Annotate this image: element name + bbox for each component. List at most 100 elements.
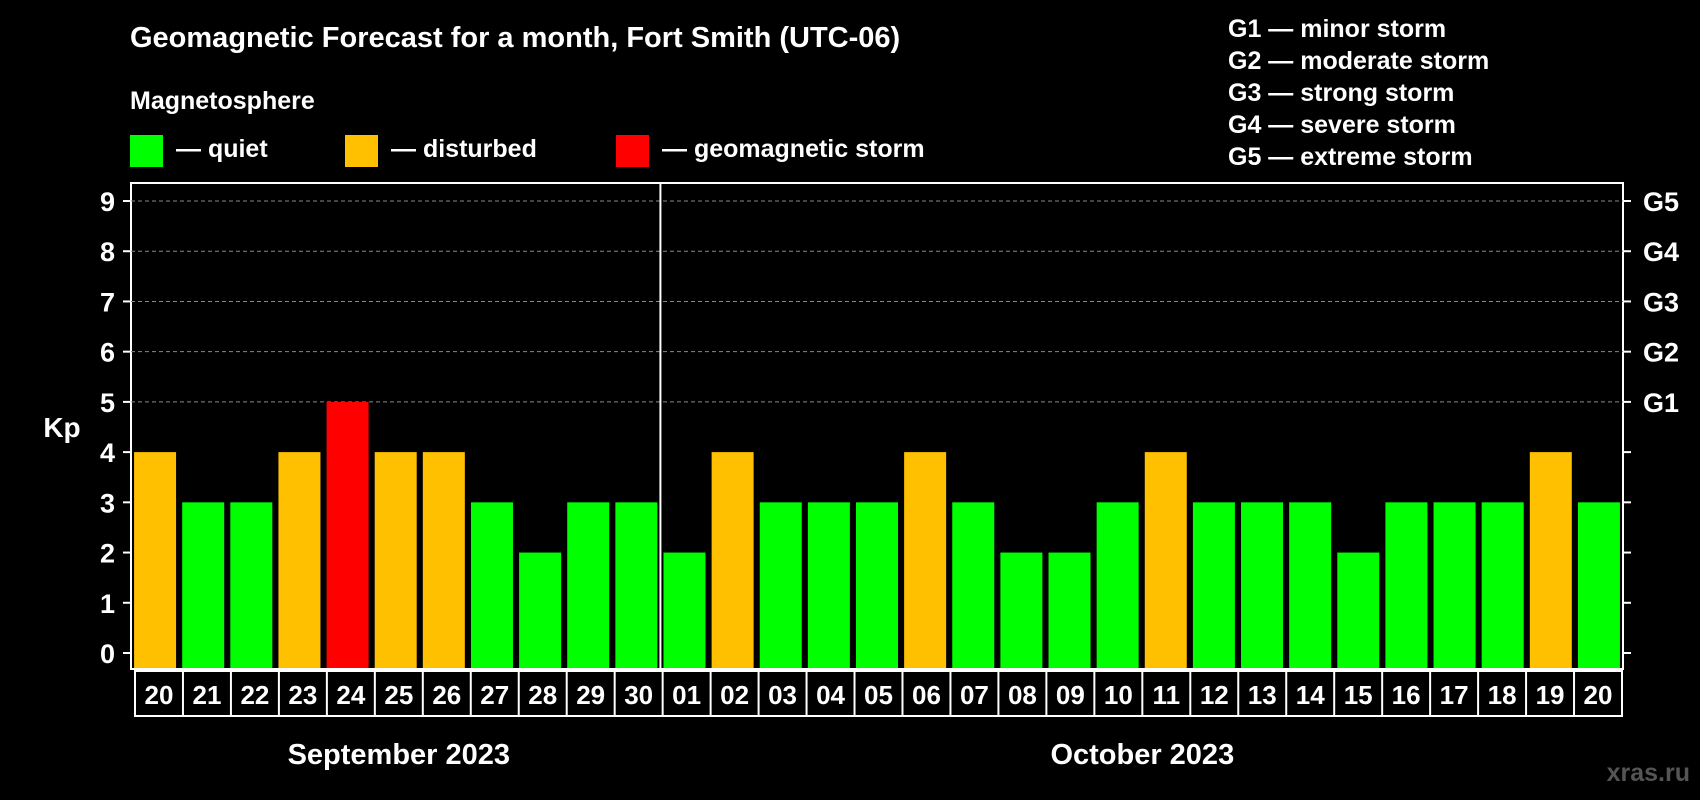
legend-swatch (345, 135, 378, 167)
x-tick-label: 22 (240, 680, 269, 710)
kp-bar (1385, 502, 1428, 668)
storm-scale-item: G1 — minor storm (1228, 15, 1446, 43)
x-tick-label: 11 (1153, 680, 1181, 710)
kp-bar (615, 502, 658, 668)
legend-label: — geomagnetic storm (662, 135, 925, 163)
storm-scale-item: G4 — severe storm (1228, 111, 1456, 139)
storm-scale-item: G5 — extreme storm (1228, 143, 1473, 171)
g-scale-label: G1 (1643, 388, 1679, 418)
kp-bar (759, 502, 802, 668)
kp-bar (1529, 452, 1572, 668)
y-tick-label: 4 (100, 438, 115, 468)
kp-bar (807, 502, 850, 668)
kp-bar (134, 452, 177, 668)
legend-swatch (616, 135, 649, 167)
kp-bar (1577, 502, 1620, 668)
storm-scale-legend: G1 — minor storm G2 — moderate storm G3 — … (1228, 15, 1489, 171)
kp-bar (519, 552, 562, 668)
x-tick-label: 02 (720, 680, 749, 710)
y-tick-label: 5 (100, 388, 115, 418)
y-tick-label: 6 (100, 338, 115, 368)
kp-bar (567, 502, 610, 668)
kp-bar (1192, 502, 1235, 668)
kp-bar (1000, 552, 1043, 668)
x-tick-label: 24 (336, 680, 365, 710)
kp-bar (182, 502, 225, 668)
x-tick-label: 30 (624, 680, 653, 710)
y-tick-label: 3 (100, 488, 115, 518)
x-tick-label: 01 (672, 680, 701, 710)
x-tick-label: 13 (1248, 680, 1277, 710)
kp-bar (278, 452, 321, 668)
y-tick-label: 0 (100, 639, 115, 669)
storm-scale-item: G2 — moderate storm (1228, 47, 1489, 75)
x-tick-label: 23 (288, 680, 317, 710)
kp-bar (1048, 552, 1091, 668)
x-tick-label: 28 (528, 680, 557, 710)
y-axis-label: Kp (43, 412, 80, 443)
y-tick-label: 7 (100, 287, 115, 317)
kp-bar (1096, 502, 1139, 668)
x-tick-label: 08 (1008, 680, 1037, 710)
kp-bar (326, 401, 369, 668)
chart-title: Geomagnetic Forecast for a month, Fort S… (130, 22, 900, 54)
legend-label: — disturbed (391, 135, 537, 163)
x-tick-label: 25 (384, 680, 413, 710)
x-tick-label: 19 (1536, 680, 1565, 710)
kp-bar (1289, 502, 1332, 668)
x-tick-label: 27 (480, 680, 509, 710)
x-tick-label: 06 (912, 680, 941, 710)
kp-bar (422, 452, 465, 668)
kp-bar (904, 452, 947, 668)
kp-bar (1481, 502, 1524, 668)
kp-bar (470, 502, 513, 668)
watermark: xras.ru (1607, 759, 1690, 787)
x-tick-label: 20 (145, 680, 174, 710)
g-scale-label: G5 (1643, 187, 1679, 217)
kp-bar (1241, 502, 1284, 668)
y-tick-label: 8 (100, 237, 115, 267)
x-tick-label: 17 (1440, 680, 1469, 710)
plot-frame (130, 182, 1624, 670)
x-tick-label: 26 (432, 680, 461, 710)
kp-bar (663, 552, 706, 668)
month-label: September 2023 (288, 739, 510, 771)
legend-swatch (130, 135, 163, 167)
x-tick-label: 20 (1584, 680, 1613, 710)
kp-bar (1144, 452, 1187, 668)
kp-bar (711, 452, 754, 668)
x-tick-label: 14 (1296, 680, 1325, 710)
x-tick-label: 21 (192, 680, 221, 710)
x-tick-label: 09 (1056, 680, 1085, 710)
y-tick-label: 9 (100, 187, 115, 217)
x-tick-label: 04 (816, 680, 845, 710)
x-tick-label: 07 (960, 680, 989, 710)
x-tick-label: 15 (1344, 680, 1373, 710)
kp-bar (856, 502, 898, 668)
month-label: October 2023 (1050, 739, 1234, 771)
storm-scale-item: G3 — strong storm (1228, 79, 1454, 107)
x-tick-label: 16 (1392, 680, 1421, 710)
x-tick-label: 18 (1488, 680, 1517, 710)
g-scale-label: G2 (1643, 338, 1679, 368)
day-label-row (134, 670, 1623, 717)
legend: — quiet — disturbed — geomagnetic storm (130, 135, 925, 167)
kp-bar (1433, 502, 1476, 668)
kp-bar (952, 502, 995, 668)
x-tick-label: 03 (768, 680, 797, 710)
kp-bar (1337, 552, 1380, 668)
legend-label: — quiet (176, 135, 268, 163)
y-tick-label: 2 (100, 539, 115, 569)
y-tick-label: 1 (100, 589, 115, 619)
x-tick-label: 29 (576, 680, 605, 710)
x-tick-label: 05 (864, 680, 893, 710)
x-tick-label: 10 (1104, 680, 1133, 710)
kp-bar (374, 452, 417, 668)
g-scale-label: G4 (1643, 237, 1679, 267)
g-scale-label: G3 (1643, 287, 1679, 317)
x-tick-label: 12 (1200, 680, 1229, 710)
kp-bar (230, 502, 273, 668)
legend-heading: Magnetosphere (130, 87, 315, 115)
